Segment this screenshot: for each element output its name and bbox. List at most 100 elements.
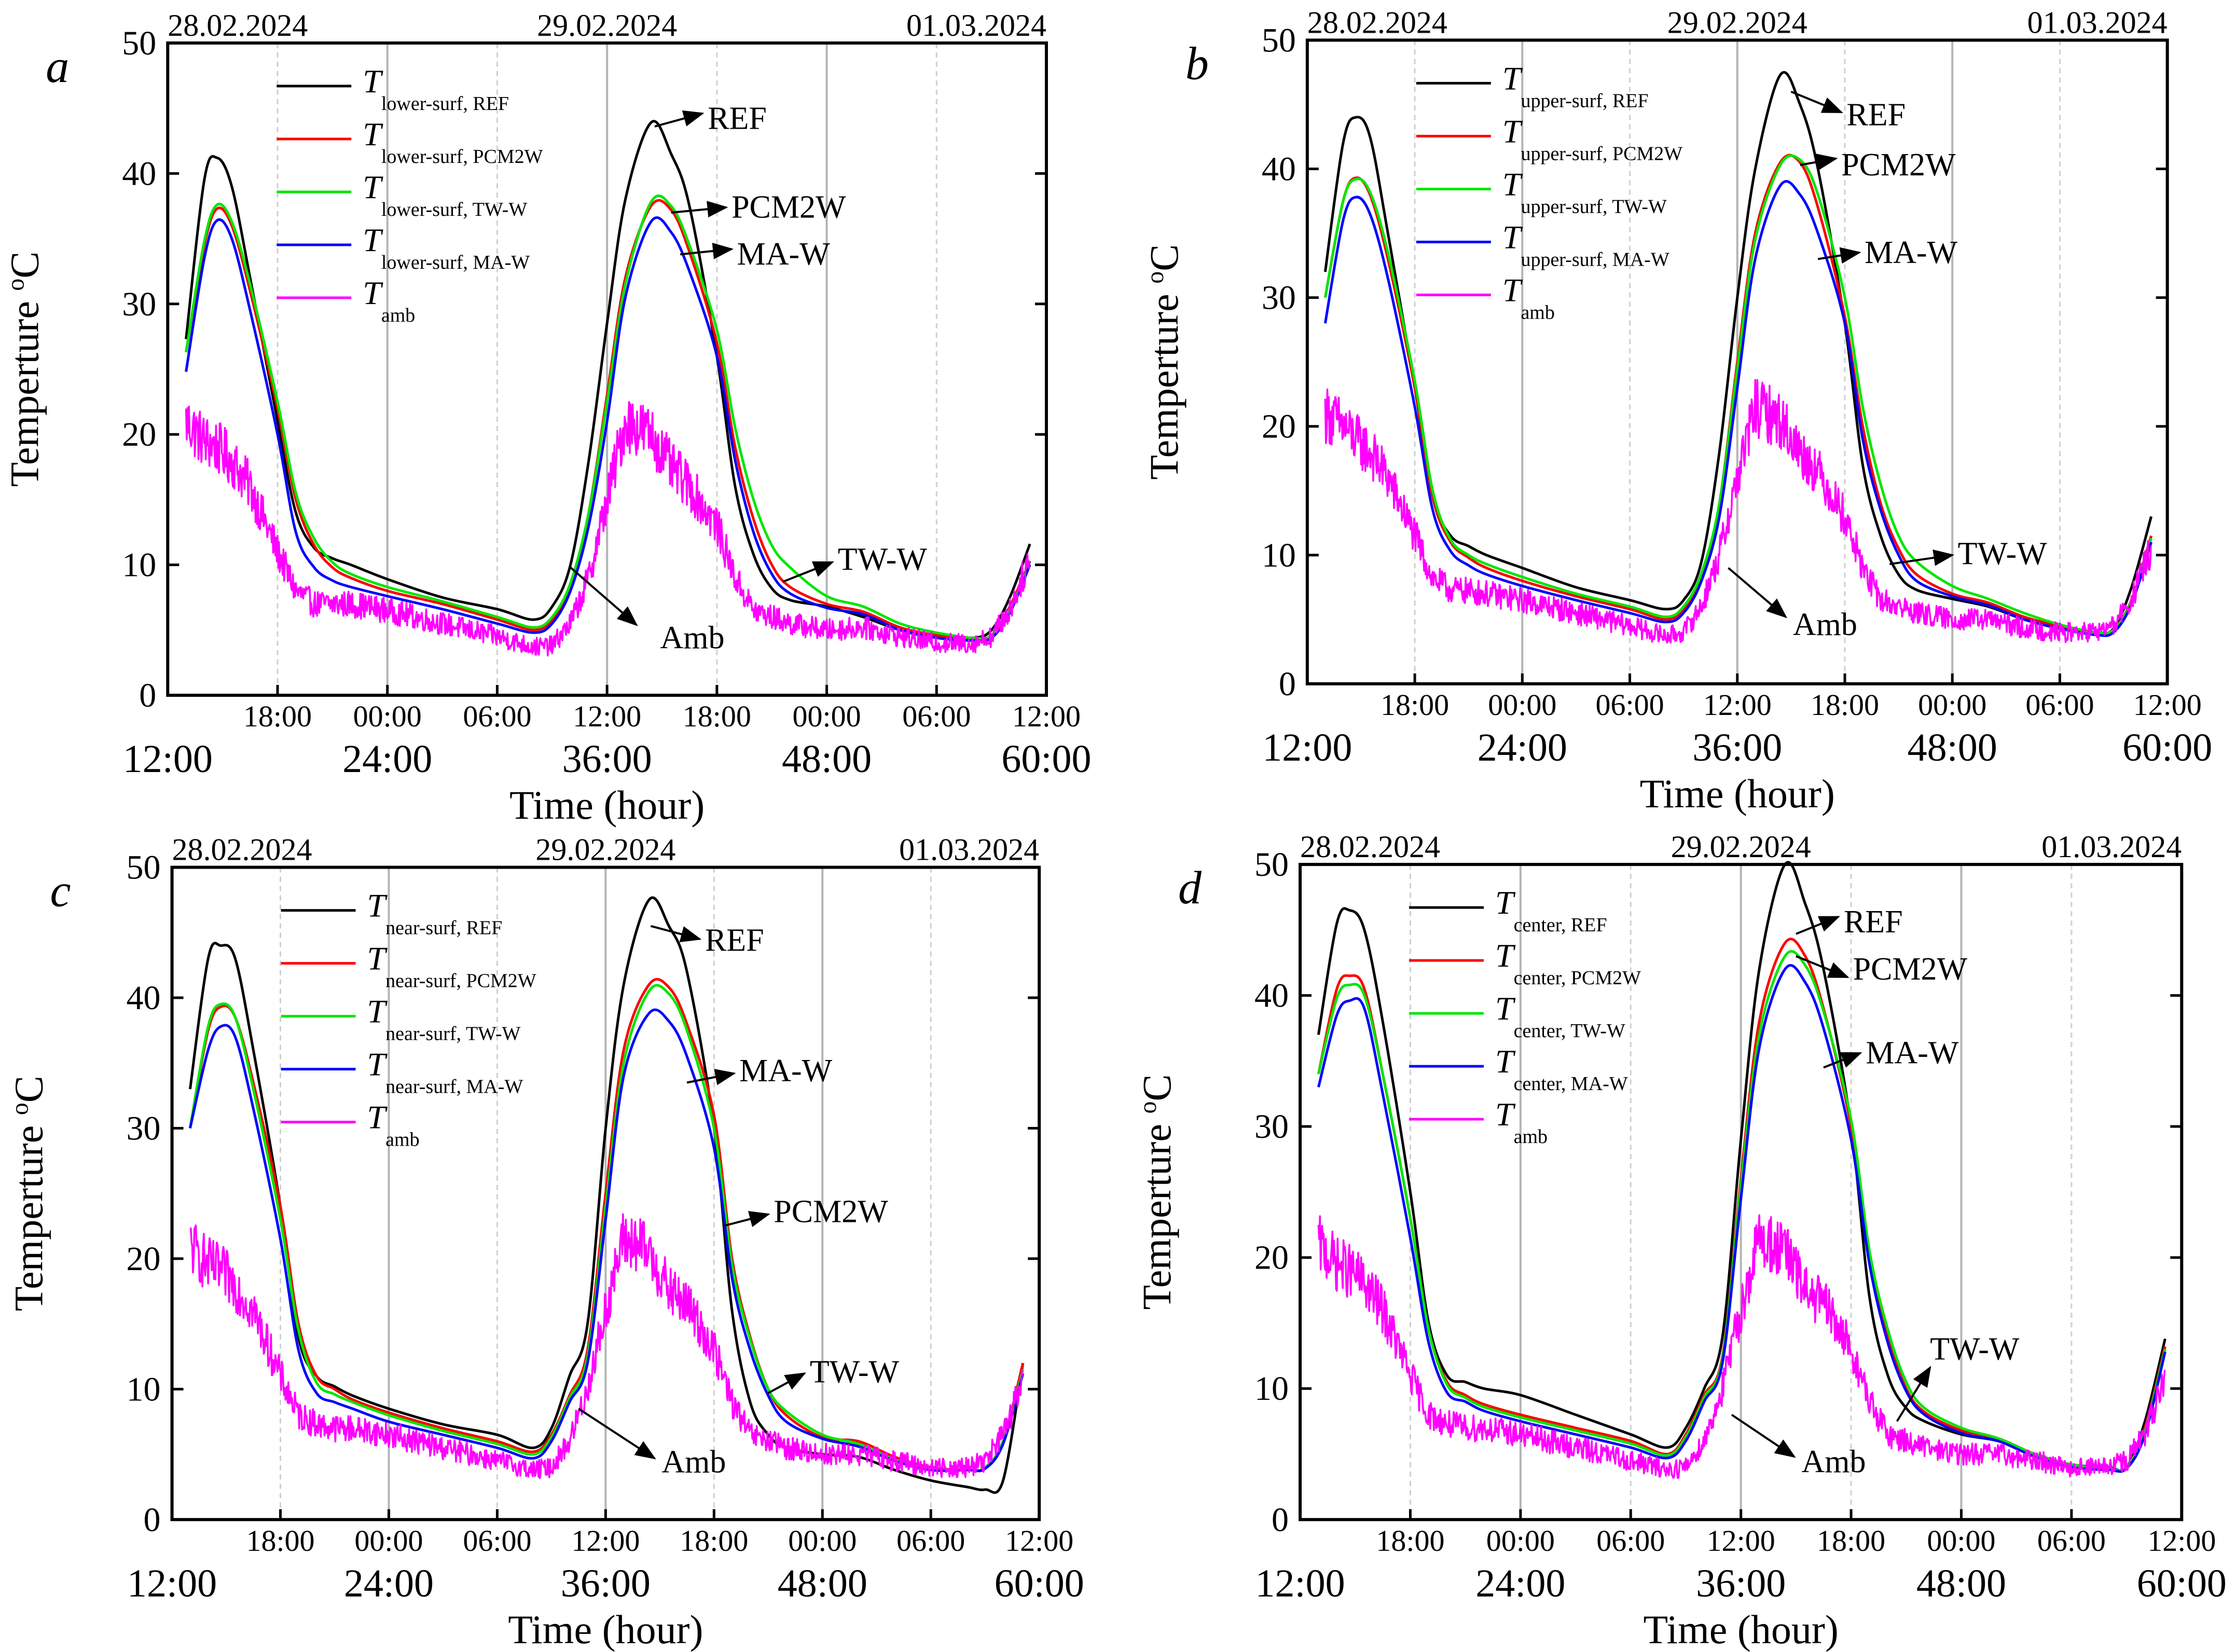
x-clock-tick-label: 06:00: [902, 699, 971, 733]
legend-symbol: T: [367, 887, 388, 924]
x-clock-tick-label: 06:00: [2037, 1524, 2106, 1558]
chart-panel-b: 0 10 20 30 40 50 18:00 00:00 06:00 12:00 18:00 00:0…: [1141, 5, 2212, 816]
legend-symbol: T: [363, 63, 383, 100]
annotation-label: MA-W: [737, 237, 831, 272]
x-hour-tick-label: 48:00: [1908, 726, 1997, 769]
series-line-amb: [1324, 379, 2152, 644]
x-clock-tick-label: 18:00: [246, 1524, 314, 1558]
legend-symbol: T: [1495, 990, 1516, 1027]
legend-subscript: near-surf, REF: [385, 917, 502, 939]
legend-entry: Tlower-surf, TW-W: [363, 169, 527, 221]
annotation-arrow: [1790, 90, 1843, 114]
x-clock-tick-label: 06:00: [463, 1524, 531, 1558]
legend-subscript: center, TW-W: [1514, 1020, 1625, 1042]
legend-entry: Tnear-surf, PCM2W: [367, 940, 536, 992]
x-clock-tick-label: 12:00: [1703, 688, 1772, 722]
x-clock-tick-label: 00:00: [788, 1524, 857, 1558]
chart-panel-d: 0 10 20 30 40 50 18:00 00:00 06:00 12:00 18:00 00:0…: [1134, 830, 2227, 1652]
x-hour-tick-label: 36:00: [1696, 1562, 1786, 1605]
date-label: 01.03.2024: [2041, 830, 2182, 864]
x-hour-tick-label: 60:00: [1001, 737, 1091, 781]
legend-entry: Tlower-surf, MA-W: [363, 222, 530, 273]
x-clock-tick-label: 12:00: [571, 1524, 640, 1558]
x-clock-tick-label: 12:00: [2147, 1524, 2216, 1558]
x-hour-tick-label: 48:00: [1916, 1562, 2006, 1605]
y-tick-label: 50: [122, 24, 156, 62]
x-clock-tick-label: 18:00: [683, 699, 751, 733]
annotation-arrow: [1823, 1052, 1862, 1069]
legend-entry: Tamb: [363, 274, 415, 326]
y-tick-label: 0: [1279, 665, 1296, 703]
legend-subscript: upper-surf, PCM2W: [1521, 143, 1682, 164]
legend-subscript: center, MA-W: [1514, 1073, 1628, 1095]
date-label: 28.02.2024: [172, 833, 312, 867]
x-clock-tick-label: 18:00: [680, 1524, 748, 1558]
y-axis-title-degree: o: [1141, 271, 1169, 284]
legend-subscript: lower-surf, TW-W: [381, 199, 527, 221]
y-tick-label: 20: [1262, 408, 1296, 446]
legend-entry: Tamb: [367, 1099, 420, 1151]
legend-symbol: T: [363, 116, 383, 153]
x-hour-tick-label: 24:00: [1478, 726, 1567, 769]
legend-subscript: upper-surf, REF: [1521, 90, 1648, 112]
annotation-label: MA-W: [739, 1053, 833, 1089]
y-tick-label: 10: [1262, 536, 1296, 574]
legend-subscript: near-surf, MA-W: [385, 1076, 523, 1098]
y-axis-title-text: Temperture: [2, 291, 47, 487]
y-tick-label: 20: [127, 1240, 161, 1278]
y-tick-label: 30: [1254, 1108, 1289, 1146]
y-tick-label: 20: [122, 416, 156, 453]
x-clock-tick-label: 06:00: [2025, 688, 2094, 722]
y-axis-title: Temperture oC: [1134, 1074, 1179, 1310]
legend-symbol: T: [1502, 271, 1523, 308]
x-clock-tick-label: 12:00: [1707, 1524, 1775, 1558]
legend-subscript: amb: [385, 1129, 419, 1151]
legend-entry: Tupper-surf, PCM2W: [1502, 113, 1682, 164]
x-hour-tick-label: 24:00: [344, 1562, 434, 1605]
series-line-tw-w: [1323, 154, 2152, 635]
x-axis-title: Time (hour): [1644, 1607, 1839, 1652]
legend-subscript: center, PCM2W: [1514, 967, 1641, 989]
y-axis-title-unit: C: [1134, 1074, 1179, 1101]
x-clock-tick-label: 00:00: [1927, 1524, 1995, 1558]
x-hour-tick-label: 12:00: [1255, 1562, 1345, 1605]
x-clock-tick-label: 00:00: [1486, 1524, 1555, 1558]
annotation-arrow: [1731, 1414, 1796, 1458]
legend-subscript: near-surf, PCM2W: [385, 970, 536, 992]
x-hour-tick-label: 60:00: [2137, 1562, 2227, 1605]
legend-symbol: T: [1495, 937, 1516, 974]
legend-entry: Tamb: [1502, 271, 1555, 323]
annotation-arrow: [1728, 567, 1788, 618]
x-hour-tick-label: 36:00: [561, 1562, 651, 1605]
annotation-label: TW-W: [1958, 536, 2048, 571]
date-label: 29.02.2024: [537, 8, 677, 43]
y-axis-title: Temperture oC: [1141, 244, 1186, 480]
y-tick-label: 0: [1272, 1501, 1289, 1539]
y-axis-title-degree: o: [2, 279, 29, 291]
annotation-label: PCM2W: [1841, 147, 1956, 183]
annotation-arrow: [1796, 916, 1840, 935]
date-label: 28.02.2024: [1300, 830, 1440, 864]
series-line-ma-w: [1317, 964, 2166, 1473]
y-axis-title-degree: o: [6, 1103, 34, 1115]
series-line-amb: [1317, 1214, 2166, 1479]
y-tick-label: 0: [144, 1501, 161, 1539]
annotation-arrow: [1889, 549, 1955, 566]
annotation-label: REF: [708, 101, 767, 136]
x-hour-tick-label: 36:00: [562, 737, 652, 781]
x-hour-tick-label: 48:00: [782, 737, 872, 781]
chart-panel-c: 0 10 20 30 40 50 18:00 00:00 06:00 12:00 18:00 00:0…: [6, 833, 1084, 1652]
y-tick-label: 30: [1262, 279, 1296, 317]
legend-subscript: upper-surf, TW-W: [1521, 196, 1666, 217]
y-tick-label: 40: [1254, 977, 1289, 1015]
legend-subscript: upper-surf, MA-W: [1521, 249, 1669, 270]
series-line-tw-w: [188, 984, 1025, 1472]
legend-entry: Tcenter, TW-W: [1495, 990, 1625, 1042]
y-axis-title: Temperture oC: [6, 1076, 51, 1311]
x-clock-tick-label: 06:00: [463, 699, 531, 733]
x-hour-tick-label: 12:00: [123, 737, 213, 781]
legend-entry: Tupper-surf, TW-W: [1502, 166, 1667, 217]
annotation-label: TW-W: [1930, 1331, 2020, 1367]
annotation-label: PCM2W: [731, 190, 846, 225]
legend-subscript: lower-surf, PCM2W: [381, 146, 543, 168]
